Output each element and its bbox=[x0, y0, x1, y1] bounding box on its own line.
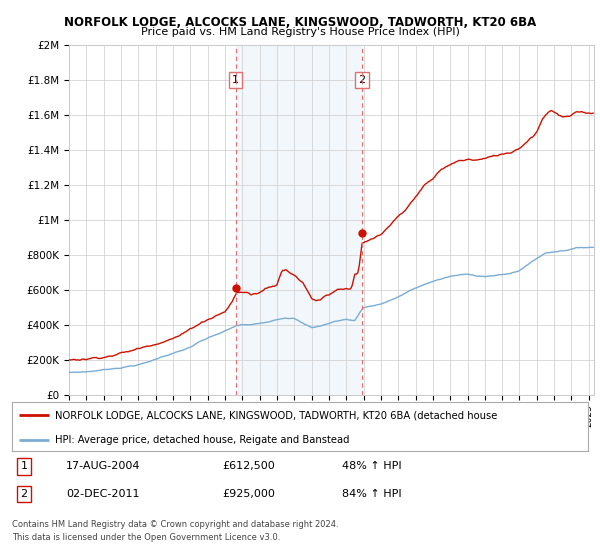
Text: 02-DEC-2011: 02-DEC-2011 bbox=[66, 489, 139, 499]
Text: 1: 1 bbox=[232, 75, 239, 85]
Text: NORFOLK LODGE, ALCOCKS LANE, KINGSWOOD, TADWORTH, KT20 6BA: NORFOLK LODGE, ALCOCKS LANE, KINGSWOOD, … bbox=[64, 16, 536, 29]
Text: 1: 1 bbox=[20, 461, 28, 472]
Text: 48% ↑ HPI: 48% ↑ HPI bbox=[342, 461, 401, 472]
Text: HPI: Average price, detached house, Reigate and Banstead: HPI: Average price, detached house, Reig… bbox=[55, 435, 350, 445]
Text: Price paid vs. HM Land Registry's House Price Index (HPI): Price paid vs. HM Land Registry's House … bbox=[140, 27, 460, 37]
Text: Contains HM Land Registry data © Crown copyright and database right 2024.: Contains HM Land Registry data © Crown c… bbox=[12, 520, 338, 529]
Text: 84% ↑ HPI: 84% ↑ HPI bbox=[342, 489, 401, 499]
Text: 2: 2 bbox=[20, 489, 28, 499]
Text: £925,000: £925,000 bbox=[222, 489, 275, 499]
Bar bbox=[236, 45, 362, 395]
Text: NORFOLK LODGE, ALCOCKS LANE, KINGSWOOD, TADWORTH, KT20 6BA (detached house: NORFOLK LODGE, ALCOCKS LANE, KINGSWOOD, … bbox=[55, 410, 497, 421]
Text: This data is licensed under the Open Government Licence v3.0.: This data is licensed under the Open Gov… bbox=[12, 533, 280, 542]
Text: 2: 2 bbox=[359, 75, 365, 85]
Text: 17-AUG-2004: 17-AUG-2004 bbox=[66, 461, 140, 472]
Text: £612,500: £612,500 bbox=[222, 461, 275, 472]
